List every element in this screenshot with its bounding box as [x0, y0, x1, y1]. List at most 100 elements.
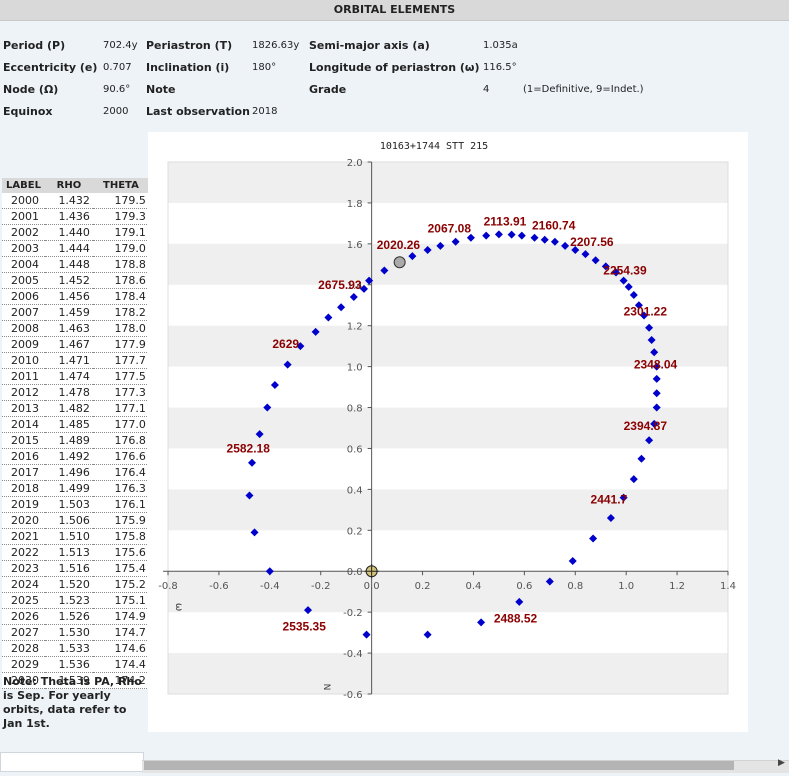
table-row: 2029 1.536 174.4 [2, 656, 149, 673]
semi-major-value: 1.035a [483, 40, 518, 51]
orbit-point [423, 245, 432, 254]
last-observation-value: 2018 [252, 106, 278, 117]
epoch-label: 2207.56 [570, 235, 614, 249]
table-note: Note: Theta is PA, Rho is Sep. For yearl… [3, 675, 142, 730]
row-label: 2024 [2, 576, 45, 593]
table-row: 2020 1.506 175.9 [2, 512, 149, 529]
row-theta: 176.6 [92, 448, 149, 465]
grade-hint: (1=Definitive, 9=Indet.) [523, 84, 644, 95]
y-tick-label: 1.8 [347, 199, 363, 210]
row-theta: 176.4 [92, 464, 149, 481]
orbit-point [304, 606, 312, 615]
epoch-label: 2535.35 [283, 620, 327, 634]
table-row: 2026 1.526 174.9 [2, 608, 149, 625]
row-rho: 1.471 [44, 352, 93, 369]
y-tick-label: 1.4 [347, 281, 363, 292]
row-rho: 1.516 [44, 560, 93, 577]
row-theta: 177.9 [92, 336, 149, 353]
table-row: 2005 1.452 178.6 [2, 272, 149, 289]
plot-band [168, 489, 728, 531]
epoch-label: 2020.26 [377, 238, 421, 252]
table-row: 2028 1.533 174.6 [2, 640, 149, 657]
y-tick-label: 2.0 [347, 158, 363, 169]
bottom-input[interactable] [0, 752, 144, 772]
row-rho: 1.436 [44, 208, 93, 225]
table-row: 2021 1.510 175.8 [2, 528, 149, 545]
row-label: 2026 [2, 608, 45, 625]
x-tick-label: -0.6 [209, 581, 229, 592]
orbit-point [619, 276, 628, 285]
row-label: 2003 [2, 240, 45, 257]
orbit-point [591, 256, 600, 265]
orbit-point [652, 362, 661, 371]
x-tick-label: 1.0 [618, 581, 634, 592]
table-row: 2019 1.503 176.1 [2, 496, 149, 513]
semi-major-label: Semi-major axis (a) [309, 39, 430, 52]
epoch-labels: 2020.26 2067.08 2113.91 2160.74 2207.56 2254.… [227, 214, 678, 633]
orbit-point [515, 597, 524, 606]
orbit-point [360, 284, 368, 293]
epoch-label: 2301.22 [624, 304, 668, 318]
orbit-point [296, 342, 305, 351]
row-theta: 174.9 [92, 608, 149, 625]
north-direction-label: N [321, 684, 331, 691]
orbit-point [650, 419, 659, 428]
orbit-svg: 2.0 1.8 1.6 1.4 1.2 1.0 0.8 0.6 0.4 0.2 0.0 -0.2 -0.… [158, 141, 736, 701]
grade-value: 4 [483, 84, 490, 95]
row-label: 2021 [2, 528, 45, 545]
orbit-point [589, 534, 598, 543]
table-header-row: LABEL RHO THETA [2, 178, 149, 193]
table-row: 2011 1.474 177.5 [2, 368, 149, 385]
period-label: Period (P) [3, 39, 66, 52]
column-header-theta: THETA [92, 178, 149, 193]
orbit-point [466, 233, 475, 242]
y-tick-label: -0.4 [343, 649, 363, 660]
table-row: 2016 1.492 176.6 [2, 448, 149, 465]
orbit-point [647, 336, 656, 345]
row-rho: 1.485 [44, 416, 93, 433]
orbit-point [245, 491, 254, 500]
orbit-point [255, 430, 264, 439]
table-row: 2017 1.496 176.4 [2, 464, 149, 481]
x-tick-label: 1.2 [669, 581, 685, 592]
row-label: 2012 [2, 384, 45, 401]
row-rho: 1.530 [44, 624, 93, 641]
table-row: 2009 1.467 177.9 [2, 336, 149, 353]
plot-bands [168, 162, 728, 694]
plot-band [168, 325, 728, 367]
row-theta: 177.5 [92, 368, 149, 385]
orbit-point [451, 237, 460, 246]
row-rho: 1.510 [44, 528, 93, 545]
orbit-point [629, 475, 638, 484]
scrollbar-thumb[interactable] [144, 761, 734, 770]
orbit-point [337, 303, 346, 312]
epoch-label: 2067.08 [428, 222, 472, 236]
node-value: 90.6° [103, 84, 131, 95]
epoch-label: 2254.39 [603, 264, 647, 278]
row-theta: 179.1 [92, 224, 149, 241]
orbit-point [652, 389, 661, 398]
row-label: 2008 [2, 320, 45, 337]
y-tick-label: -0.6 [343, 690, 363, 701]
orbit-point [380, 266, 389, 275]
row-rho: 1.523 [44, 592, 93, 609]
orbit-point [436, 241, 445, 250]
row-theta: 179.3 [92, 208, 149, 225]
note-label: Note [146, 83, 176, 96]
scroll-right-icon[interactable]: ▶ [778, 758, 785, 768]
table-row: 2027 1.530 174.7 [2, 624, 149, 641]
orbit-point [619, 493, 628, 502]
row-theta: 175.6 [92, 544, 149, 561]
epoch-label: 2394.87 [624, 419, 668, 433]
x-tick-label: 0.2 [415, 581, 431, 592]
row-rho: 1.463 [44, 320, 93, 337]
y-tick-label: 1.2 [347, 322, 363, 333]
period-value: 702.4y [103, 40, 138, 51]
table-row: 2024 1.520 175.2 [2, 576, 149, 593]
row-theta: 177.3 [92, 384, 149, 401]
orbit-point [612, 268, 620, 277]
current-position-marker [393, 256, 406, 269]
table-row: 2014 1.485 177.0 [2, 416, 149, 433]
epoch-label: 2675.93 [318, 278, 362, 292]
row-theta: 178.8 [92, 256, 149, 273]
